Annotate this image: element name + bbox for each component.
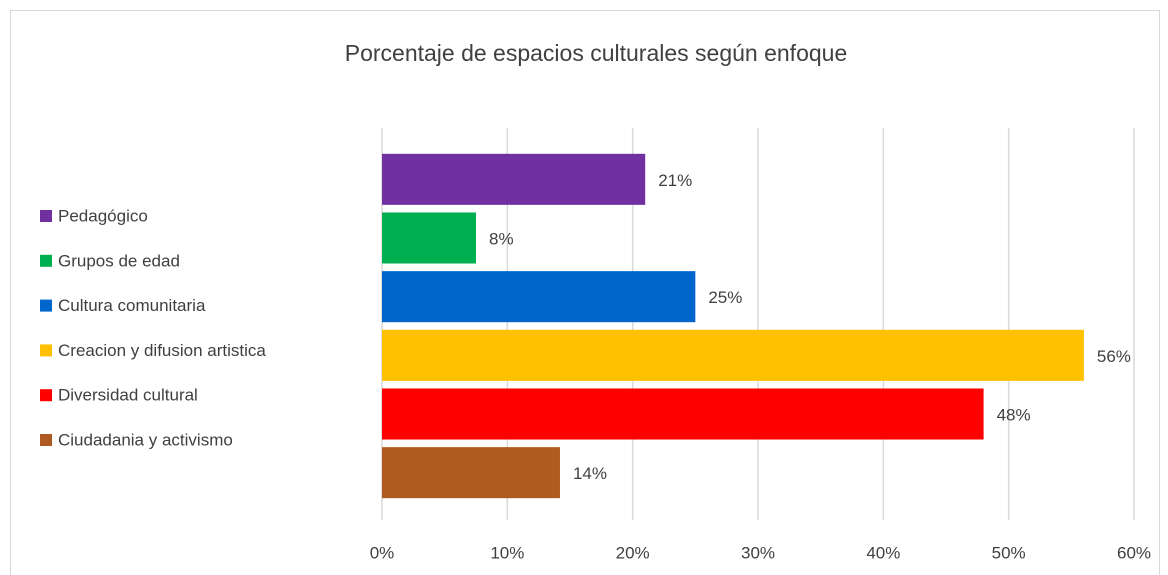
x-tick-label: 40%: [866, 543, 900, 562]
bar: [382, 329, 1084, 381]
legend-swatch: [40, 254, 52, 267]
x-tick-label: 30%: [741, 543, 775, 562]
bar: [382, 271, 696, 323]
x-tick-label: 10%: [490, 543, 524, 562]
x-tick-label: 50%: [992, 543, 1026, 562]
data-label: 14%: [573, 464, 607, 483]
legend-label: Pedagógico: [58, 206, 148, 225]
legend-label: Diversidad cultural: [58, 386, 198, 405]
data-label: 21%: [658, 171, 692, 190]
x-tick-label: 20%: [616, 543, 650, 562]
legend-label: Cultura comunitaria: [58, 296, 206, 315]
data-label: 48%: [997, 405, 1031, 424]
bar: [382, 447, 560, 499]
data-label: 25%: [708, 288, 742, 307]
chart-title: Porcentaje de espacios culturales según …: [345, 40, 848, 66]
legend-swatch: [40, 389, 52, 402]
bar: [382, 388, 984, 440]
bar: [382, 153, 646, 205]
legend-swatch: [40, 434, 52, 446]
x-tick-label: 0%: [370, 543, 395, 562]
data-label: 8%: [489, 229, 514, 248]
legend-swatch: [40, 299, 52, 312]
legend-swatch: [40, 344, 52, 357]
legend-label: Grupos de edad: [58, 251, 180, 270]
legend-label: Ciudadania y activismo: [58, 430, 233, 449]
x-tick-label: 60%: [1117, 543, 1151, 562]
legend-label: Creacion y difusion artistica: [58, 341, 266, 360]
data-label: 56%: [1097, 347, 1131, 366]
legend-swatch: [40, 210, 52, 222]
bar: [382, 212, 476, 264]
